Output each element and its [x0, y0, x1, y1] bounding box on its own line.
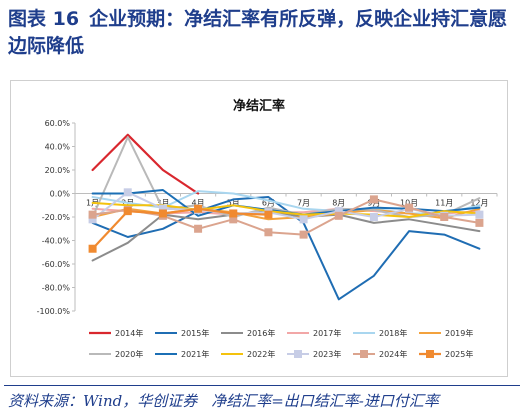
legend-2025-marker: [426, 350, 434, 358]
y-tick-label: 60.0%: [45, 119, 71, 128]
series-2025-point: [158, 209, 167, 218]
series-2024-point: [334, 211, 343, 220]
y-tick-label: -40.0%: [42, 237, 71, 246]
series-2025-point: [229, 209, 238, 218]
series-2025-point: [88, 244, 97, 253]
footer-divider: [4, 385, 520, 386]
x-tick-label: 11月: [435, 199, 453, 208]
legend-2020-label: 2020年: [115, 349, 143, 359]
series-2016-line: [91, 210, 481, 262]
series-2025-point: [264, 210, 273, 219]
legend-2014-label: 2014年: [115, 328, 143, 338]
series-2024-point: [264, 228, 273, 237]
series-2024-point: [88, 210, 97, 219]
series-2024-point: [229, 215, 238, 224]
source-note: 资料来源：Wind，华创证券 净结汇率=出口结汇率-进口付汇率: [8, 390, 520, 411]
series-2025-line: [91, 207, 270, 250]
legend-2025-label: 2025年: [445, 349, 473, 359]
legend-2017-label: 2017年: [313, 328, 341, 338]
figure-number: 图表 16: [8, 8, 80, 30]
y-tick-label: -20.0%: [42, 213, 71, 222]
legend-2021-label: 2021年: [181, 349, 209, 359]
y-tick-label: 0.0%: [50, 190, 71, 199]
series-2025-point: [123, 207, 132, 216]
x-tick-label: 12月: [470, 199, 488, 208]
formula-text: 净结汇率=出口结汇率-进口付汇率: [211, 392, 439, 410]
series-2024-point: [475, 218, 484, 227]
series-2023-point: [475, 210, 484, 219]
series-2023-point: [299, 215, 308, 224]
series-2024-point: [440, 213, 449, 221]
x-tick-label: 10月: [400, 199, 418, 208]
chart-title: 净结汇率: [232, 99, 285, 114]
x-tick-label: 5月: [227, 199, 240, 208]
source-text: 资料来源：Wind，华创证券: [8, 392, 198, 410]
series-2023-point: [334, 207, 343, 216]
y-tick-label: 20.0%: [45, 166, 71, 175]
series-2024-point: [405, 203, 414, 212]
x-tick-label: 8月: [332, 199, 345, 208]
legend-2022-label: 2022年: [247, 349, 275, 359]
y-tick-label: 40.0%: [45, 143, 71, 152]
y-tick-label: -80.0%: [42, 284, 71, 293]
legend-2015-label: 2015年: [181, 328, 209, 338]
x-tick-label: 6月: [262, 199, 275, 208]
x-tick-label: 3月: [156, 199, 169, 208]
y-tick-label: -100.0%: [37, 307, 71, 316]
series-2014-line: [91, 133, 200, 195]
series-2024-line: [91, 198, 481, 236]
legend-2023-marker: [294, 350, 302, 358]
legend-2024-marker: [360, 350, 368, 358]
report-title: 图表 16 企业预期：净结汇率有所反弹，反映企业持汇意愿边际降低: [8, 6, 518, 60]
series-2024-point: [299, 230, 308, 239]
legend-2024-label: 2024年: [379, 349, 407, 359]
series-2023-point: [123, 188, 132, 197]
y-tick-label: -60.0%: [42, 260, 71, 269]
x-tick-label: 7月: [297, 199, 310, 208]
x-tick-label: 4月: [192, 199, 205, 208]
legend-2016-label: 2016年: [247, 328, 275, 338]
series-2023-point: [88, 215, 97, 224]
legend-2018-label: 2018年: [379, 328, 407, 338]
chart-frame: 净结汇率 60.0% 40.0% 20.0% 0.0% -20.0% -40.0% -60.…: [10, 80, 508, 377]
series-2015-line: [91, 196, 481, 301]
series-2025-point: [194, 204, 203, 213]
legend-2019-label: 2019年: [445, 328, 473, 338]
series-2023-point: [369, 213, 378, 221]
line-chart: 60.0% 40.0% 20.0% 0.0% -20.0% -40.0% -60.0% -80…: [37, 119, 498, 359]
series-2023-point: [158, 204, 167, 213]
figure-title: 企业预期：净结汇率有所反弹，反映企业持汇意愿边际降低: [8, 8, 508, 57]
legend-2023-label: 2023年: [313, 349, 341, 359]
series-2024-point: [194, 224, 203, 233]
series-2024-point: [369, 195, 378, 204]
